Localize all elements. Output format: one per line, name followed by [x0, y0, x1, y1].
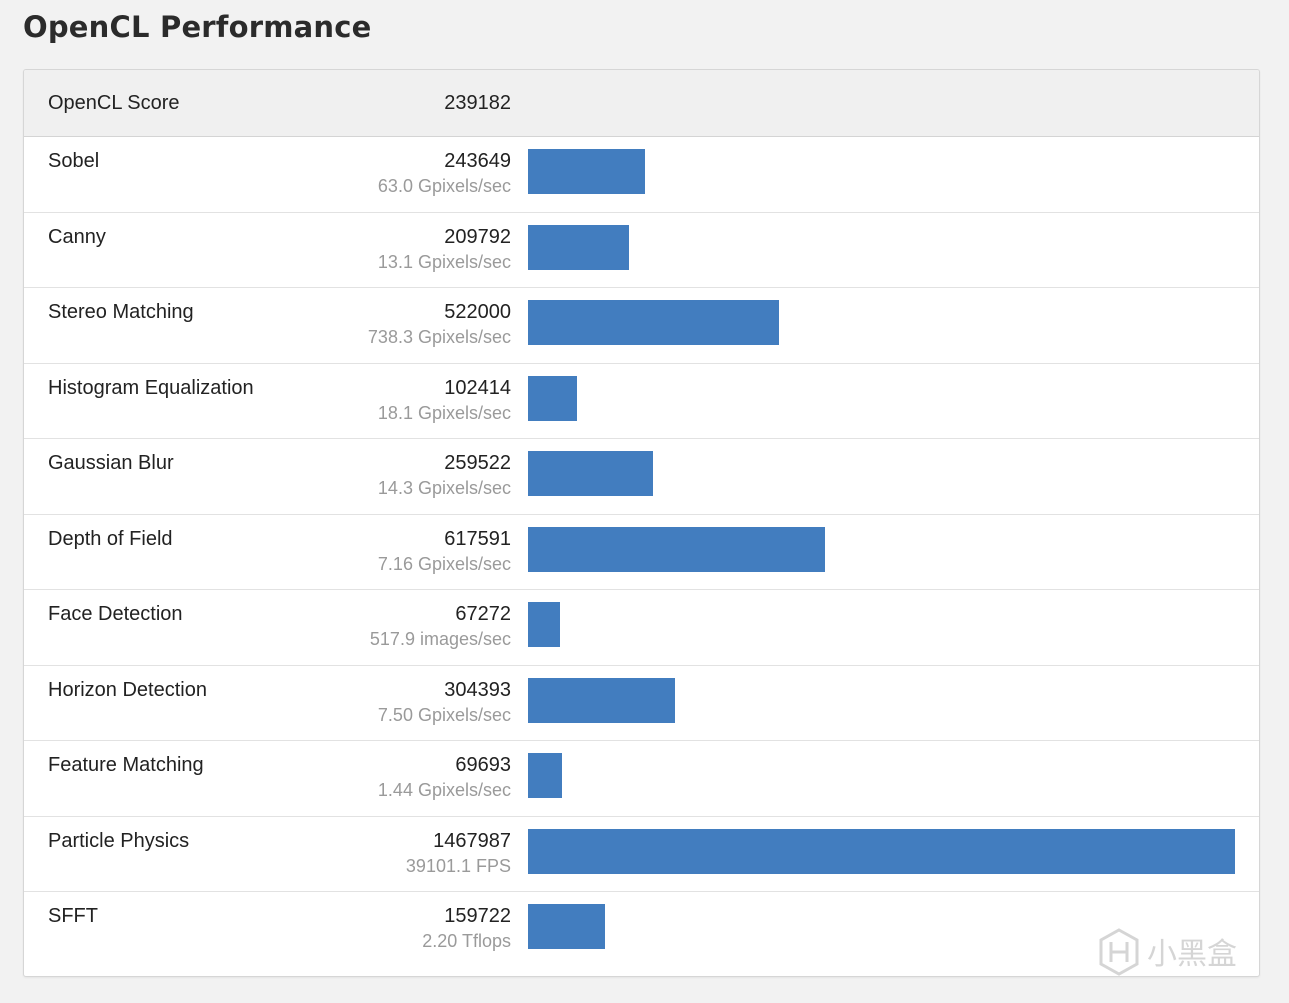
benchmark-rate: 7.16 Gpixels/sec: [377, 553, 511, 574]
benchmark-name: Depth of Field: [48, 527, 173, 550]
benchmark-bar: [528, 149, 645, 194]
benchmark-rate: 517.9 images/sec: [369, 629, 511, 649]
benchmark-row: Depth of Field 617591 7.16 Gpixels/sec: [24, 515, 1259, 590]
benchmark-rate: 2.20 Tflops: [422, 931, 511, 951]
benchmark-bar: [528, 526, 825, 572]
benchmark-name: Horizon Detection: [48, 678, 207, 701]
benchmark-row: Gaussian Blur 259522 14.3 Gpixels/sec: [24, 439, 1259, 515]
benchmark-row: Horizon Detection 304393 7.50 Gpixels/sec: [24, 666, 1259, 741]
benchmark-bar: [528, 300, 779, 345]
benchmark-rate: 14.3 Gpixels/sec: [377, 478, 511, 498]
benchmark-score: 1467987: [433, 829, 511, 852]
benchmark-score: 69693: [455, 754, 511, 776]
benchmark-row: SFFT 159722 2.20 Tflops: [24, 892, 1259, 968]
benchmark-name: Histogram Equalization: [48, 376, 254, 399]
benchmark-name: Canny: [48, 225, 106, 248]
benchmark-row: Particle Physics 1467987 39101.1 FPS: [24, 817, 1259, 892]
benchmark-name: Particle Physics: [48, 829, 190, 852]
opencl-score-label: OpenCL Score: [48, 92, 180, 114]
benchmark-rate: 7.50 Gpixels/sec: [377, 704, 511, 725]
page-title: OpenCL Performance: [23, 10, 372, 44]
benchmark-row: Histogram Equalization 102414 18.1 Gpixels…: [24, 364, 1259, 439]
benchmark-score: 67272: [455, 603, 511, 625]
benchmark-score: 243649: [444, 150, 511, 172]
benchmark-bar: [528, 375, 577, 421]
benchmark-rate: 39101.1 FPS: [405, 855, 511, 876]
benchmark-score: 159722: [444, 905, 511, 927]
benchmark-name: SFFT: [48, 905, 98, 927]
benchmark-bar: [528, 753, 562, 798]
benchmark-row: Sobel 243649 63.0 Gpixels/sec: [24, 137, 1259, 213]
benchmark-name: Gaussian Blur: [48, 452, 174, 474]
benchmark-name: Face Detection: [48, 603, 183, 625]
benchmark-rate: 18.1 Gpixels/sec: [377, 402, 511, 423]
benchmark-bar: [528, 224, 629, 270]
benchmark-rate: 13.1 Gpixels/sec: [377, 251, 511, 272]
benchmark-rows: Sobel 243649 63.0 Gpixels/sec Canny 209792 13…: [24, 137, 1259, 968]
benchmark-score: 617591: [444, 527, 511, 550]
opencl-results-panel: OpenCL Score 239182 Sobel 243649 63.0 Gpix…: [23, 69, 1260, 977]
benchmark-row: Canny 209792 13.1 Gpixels/sec: [24, 213, 1259, 288]
benchmark-score: 522000: [444, 301, 511, 323]
benchmark-bar: [528, 677, 675, 723]
benchmark-name: Stereo Matching: [48, 301, 194, 323]
benchmark-name: Sobel: [48, 150, 100, 172]
benchmark-row: Face Detection 67272 517.9 images/sec: [24, 590, 1259, 666]
benchmark-score: 102414: [444, 376, 511, 399]
benchmark-score: 304393: [444, 678, 511, 701]
benchmark-bar: [528, 451, 653, 496]
benchmark-score: 209792: [444, 225, 511, 248]
benchmark-name: Feature Matching: [48, 754, 204, 776]
benchmark-bar: [528, 602, 560, 647]
benchmark-bar: [528, 828, 1235, 874]
benchmark-bar: [528, 904, 605, 949]
opencl-score-value: 239182: [444, 92, 511, 114]
opencl-score-row: OpenCL Score 239182: [24, 70, 1259, 137]
benchmark-rate: 1.44 Gpixels/sec: [377, 780, 511, 800]
benchmark-rate: 63.0 Gpixels/sec: [377, 176, 511, 196]
benchmark-row: Feature Matching 69693 1.44 Gpixels/sec: [24, 741, 1259, 817]
benchmark-rate: 738.3 Gpixels/sec: [367, 327, 511, 347]
benchmark-row: Stereo Matching 522000 738.3 Gpixels/sec: [24, 288, 1259, 364]
benchmark-score: 259522: [444, 452, 511, 474]
